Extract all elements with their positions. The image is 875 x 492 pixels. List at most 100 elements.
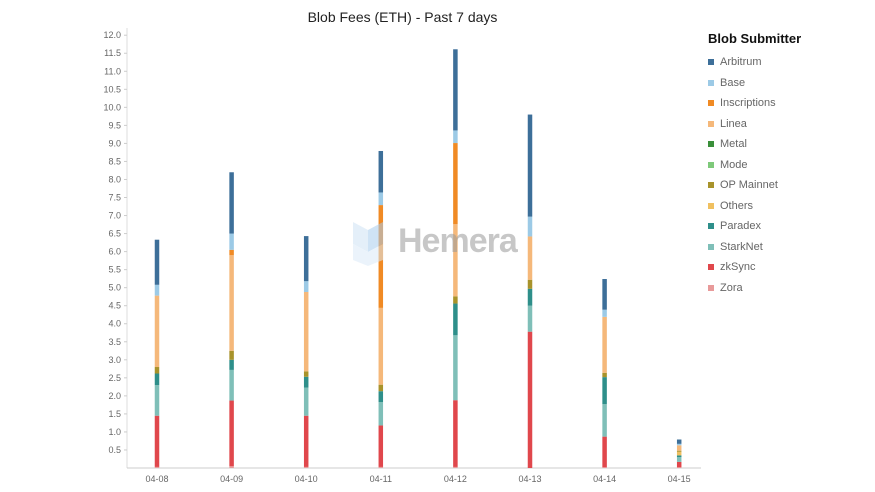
bar-segment-paradex	[303, 376, 309, 388]
y-tick-label: 2.0	[108, 391, 121, 401]
legend: Blob Submitter Arbitrum Base Inscriptions L…	[708, 31, 801, 298]
bar-segment-op-mainnet	[303, 371, 309, 377]
legend-item-metal[interactable]: Metal	[708, 134, 801, 155]
bar-segment-base	[527, 216, 533, 237]
legend-item-others[interactable]: Others	[708, 196, 801, 217]
bar-segment-others	[676, 451, 682, 456]
bar-segment-starknet	[154, 385, 160, 416]
legend-swatch	[708, 79, 714, 86]
y-tick-label: 7.0	[108, 211, 121, 221]
legend-item-zksync[interactable]: zkSync	[708, 257, 801, 278]
legend-label: Paradex	[720, 220, 761, 233]
bar-segment-op-mainnet	[229, 350, 234, 360]
bar-segment-arbitrum	[602, 279, 607, 310]
legend-swatch	[708, 161, 714, 168]
y-tick-label: 4.0	[108, 319, 121, 329]
bar-segment-zora	[676, 467, 682, 468]
bar-segment-zora	[154, 466, 160, 468]
bar-segment-arbitrum	[378, 150, 384, 193]
bar-segment-zora	[453, 466, 458, 468]
legend-swatch	[708, 264, 714, 271]
chart-title: Blob Fees (ETH) - Past 7 days	[307, 9, 498, 25]
y-tick-label: 3.5	[108, 337, 121, 347]
legend-item-inscriptions[interactable]: Inscriptions	[708, 93, 801, 114]
y-tick-label: 8.0	[108, 174, 121, 184]
legend-label: Inscriptions	[720, 97, 776, 110]
y-tick-label: 6.0	[108, 247, 121, 257]
bar-segment-zora	[602, 467, 607, 468]
bar-segment-starknet	[229, 369, 234, 401]
bar-segment-base	[378, 192, 384, 206]
y-tick-label: 2.5	[108, 373, 121, 383]
bar-segment-paradex	[676, 455, 682, 458]
legend-item-paradex[interactable]: Paradex	[708, 216, 801, 237]
x-tick-label: 04-08	[145, 474, 168, 484]
y-tick-label: 1.0	[108, 427, 121, 437]
bar-segment-zksync	[229, 400, 234, 467]
legend-label: StarkNet	[720, 240, 763, 253]
bar-segment-zora	[229, 466, 234, 468]
legend-item-starknet[interactable]: StarkNet	[708, 237, 801, 258]
y-tick-label: 4.5	[108, 301, 121, 311]
y-tick-label: 8.5	[108, 156, 121, 166]
y-tick-label: 5.5	[108, 265, 121, 275]
bar-segment-base	[602, 309, 607, 317]
bar-segment-zksync	[676, 461, 682, 468]
y-tick-label: 9.0	[108, 138, 121, 148]
legend-swatch	[708, 120, 714, 127]
bar-segment-base	[676, 443, 682, 446]
legend-label: Others	[720, 199, 754, 212]
bar-segment-paradex	[378, 391, 384, 402]
bar-segment-op-mainnet	[602, 372, 607, 378]
bar-segment-inscriptions	[453, 143, 458, 225]
bar-segment-arbitrum	[303, 236, 309, 282]
legend-label: OP Mainnet	[720, 179, 778, 192]
y-tick-label: 0.5	[108, 445, 121, 455]
bar-segment-op-mainnet	[154, 367, 160, 374]
bar-segment-linea	[453, 224, 458, 297]
x-tick-label: 04-12	[444, 474, 467, 484]
bar-segment-zksync	[154, 415, 160, 467]
legend-item-linea[interactable]: Linea	[708, 114, 801, 135]
legend-label: zkSync	[720, 261, 756, 274]
y-tick-label: 7.5	[108, 193, 121, 203]
legend-swatch	[708, 284, 714, 291]
bar-segment-linea	[676, 445, 682, 451]
y-tick-label: 10.5	[103, 84, 121, 94]
x-tick-label: 04-10	[295, 474, 318, 484]
bar-segment-zksync	[602, 436, 607, 468]
bar-segment-starknet	[527, 305, 533, 332]
legend-swatch	[708, 100, 714, 107]
bar-segment-base	[154, 284, 160, 296]
x-tick-label: 04-11	[370, 474, 392, 484]
bar-segment-paradex	[602, 377, 607, 405]
x-tick-label: 04-15	[668, 474, 691, 484]
bar-segment-zora	[378, 466, 384, 468]
y-tick-label: 11.5	[104, 48, 121, 58]
legend-label: Arbitrum	[720, 56, 762, 69]
bar-segment-starknet	[453, 335, 458, 401]
legend-swatch	[708, 182, 714, 189]
bar-segment-zksync	[453, 400, 458, 467]
legend-item-zora[interactable]: Zora	[708, 278, 801, 299]
legend-item-mode[interactable]: Mode	[708, 155, 801, 176]
legend-label: Mode	[720, 158, 748, 171]
y-tick-label: 10.0	[103, 102, 121, 112]
bar-segment-linea	[154, 295, 160, 368]
legend-item-base[interactable]: Base	[708, 73, 801, 94]
bar-segment-starknet	[602, 404, 607, 437]
bar-segment-op-mainnet	[676, 450, 682, 452]
legend-item-arbitrum[interactable]: Arbitrum	[708, 52, 801, 73]
bar-segment-zksync	[378, 425, 384, 467]
y-tick-label: 9.5	[108, 120, 121, 130]
x-tick-label: 04-09	[220, 474, 243, 484]
bar-segment-linea	[602, 316, 607, 373]
bar-segment-zksync	[527, 331, 533, 468]
legend-item-op-mainnet[interactable]: OP Mainnet	[708, 175, 801, 196]
bar-segment-arbitrum	[527, 114, 533, 217]
hemera-watermark: Hemera	[350, 216, 518, 266]
y-tick-label: 11.0	[104, 66, 121, 76]
bar-segment-op-mainnet	[378, 384, 384, 392]
bar-stacks	[154, 49, 682, 468]
bar-segment-arbitrum	[453, 49, 458, 131]
